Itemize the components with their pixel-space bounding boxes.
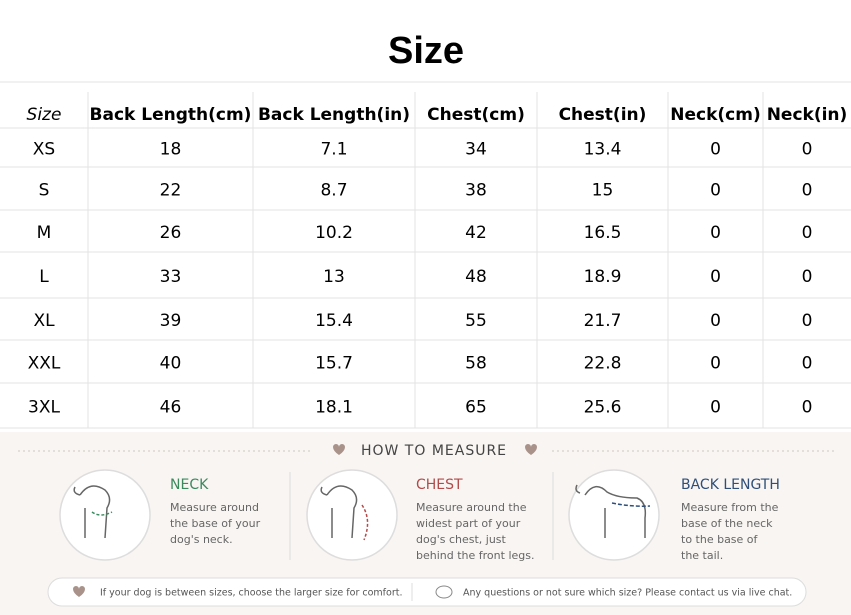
table-cell: 22 — [160, 181, 182, 201]
table-cell: 18.1 — [315, 398, 353, 418]
measure-text: Measure around the — [416, 501, 527, 514]
measure-text: behind the front legs. — [416, 549, 534, 562]
table-cell: 0 — [802, 223, 813, 243]
chat-icon — [435, 585, 453, 599]
measure-text: dog's neck. — [170, 533, 233, 546]
table-cell: XS — [33, 140, 55, 160]
table-cell: 26 — [160, 223, 182, 243]
footer-contact: Any questions or not sure which size? Pl… — [463, 588, 792, 599]
table-cell: 0 — [802, 267, 813, 287]
column-header: Back Length(cm) — [90, 105, 252, 125]
table-cell: 0 — [710, 181, 721, 201]
table-cell: 42 — [465, 223, 487, 243]
heart-icon — [525, 444, 537, 455]
table-cell: XXL — [28, 354, 61, 374]
column-header: Chest(in) — [559, 105, 647, 125]
table-cell: 40 — [160, 354, 182, 374]
measure-label: NECK — [170, 477, 209, 493]
measure-text: to the base of — [681, 533, 759, 546]
table-cell: XL — [33, 311, 55, 331]
table-cell: 0 — [710, 267, 721, 287]
table-cell: L — [39, 267, 49, 287]
table-cell: 55 — [465, 311, 487, 331]
column-header: Back Length(in) — [258, 105, 410, 125]
footer-bar — [47, 577, 807, 607]
table-cell: 16.5 — [584, 223, 622, 243]
measure-label: BACK LENGTH — [681, 477, 780, 493]
measure-text: the base of your — [170, 517, 261, 530]
table-cell: 15 — [592, 181, 614, 201]
table-cell: 18.9 — [584, 267, 622, 287]
table-cell: 7.1 — [320, 140, 347, 160]
table-cell: 38 — [465, 181, 487, 201]
table-cell: 15.7 — [315, 354, 353, 374]
table-cell: 18 — [160, 140, 182, 160]
table-cell: 13.4 — [584, 140, 622, 160]
measure-text: the tail. — [681, 549, 723, 562]
table-cell: S — [39, 181, 50, 201]
table-cell: 0 — [710, 223, 721, 243]
column-header: Chest(cm) — [427, 105, 525, 125]
table-cell: 21.7 — [584, 311, 622, 331]
table-cell: 0 — [710, 354, 721, 374]
table-cell: 46 — [160, 398, 182, 418]
table-cell: 0 — [802, 140, 813, 160]
table-cell: 0 — [710, 398, 721, 418]
table-cell: 39 — [160, 311, 182, 331]
column-header: Neck(cm) — [670, 105, 760, 125]
heart-icon — [333, 444, 345, 455]
measure-items: NECK Measure around the base of your dog's … — [170, 477, 780, 562]
title: Size — [388, 30, 464, 72]
table-cell: 0 — [802, 398, 813, 418]
size-table: Size Back Length(cm) Back Length(in) Chest(… — [0, 81, 851, 429]
table-cell: 0 — [802, 181, 813, 201]
column-header: Neck(in) — [767, 105, 848, 125]
measure-text: dog's chest, just — [416, 533, 507, 546]
table-cell: 65 — [465, 398, 487, 418]
dog-icon — [59, 469, 660, 561]
table-cell: 15.4 — [315, 311, 353, 331]
table-cell: 0 — [802, 354, 813, 374]
footer-tip: If your dog is between sizes, choose the… — [100, 588, 402, 599]
table-cell: 0 — [802, 311, 813, 331]
table-cell: 10.2 — [315, 223, 353, 243]
heart-icon — [73, 586, 85, 597]
table-cell: 48 — [465, 267, 487, 287]
table-cell: M — [37, 223, 52, 243]
measure-text: widest part of your — [416, 517, 521, 530]
table-cell: 22.8 — [584, 354, 622, 374]
measure-label: CHEST — [416, 477, 463, 493]
table-cell: 33 — [160, 267, 182, 287]
table-cell: 0 — [710, 311, 721, 331]
table-cell: 13 — [323, 267, 345, 287]
table-cell: 58 — [465, 354, 487, 374]
table-cell: 0 — [710, 140, 721, 160]
column-header: Size — [27, 105, 62, 125]
measure-text: Measure from the — [681, 501, 779, 514]
table-cell: 3XL — [28, 398, 60, 418]
table-cell: 34 — [465, 140, 487, 160]
measure-text: Measure around — [170, 501, 259, 514]
table-cell: 25.6 — [584, 398, 622, 418]
measure-heading: HOW TO MEASURE — [361, 443, 507, 459]
measure-text: base of the neck — [681, 517, 773, 530]
table-cell: 8.7 — [320, 181, 347, 201]
